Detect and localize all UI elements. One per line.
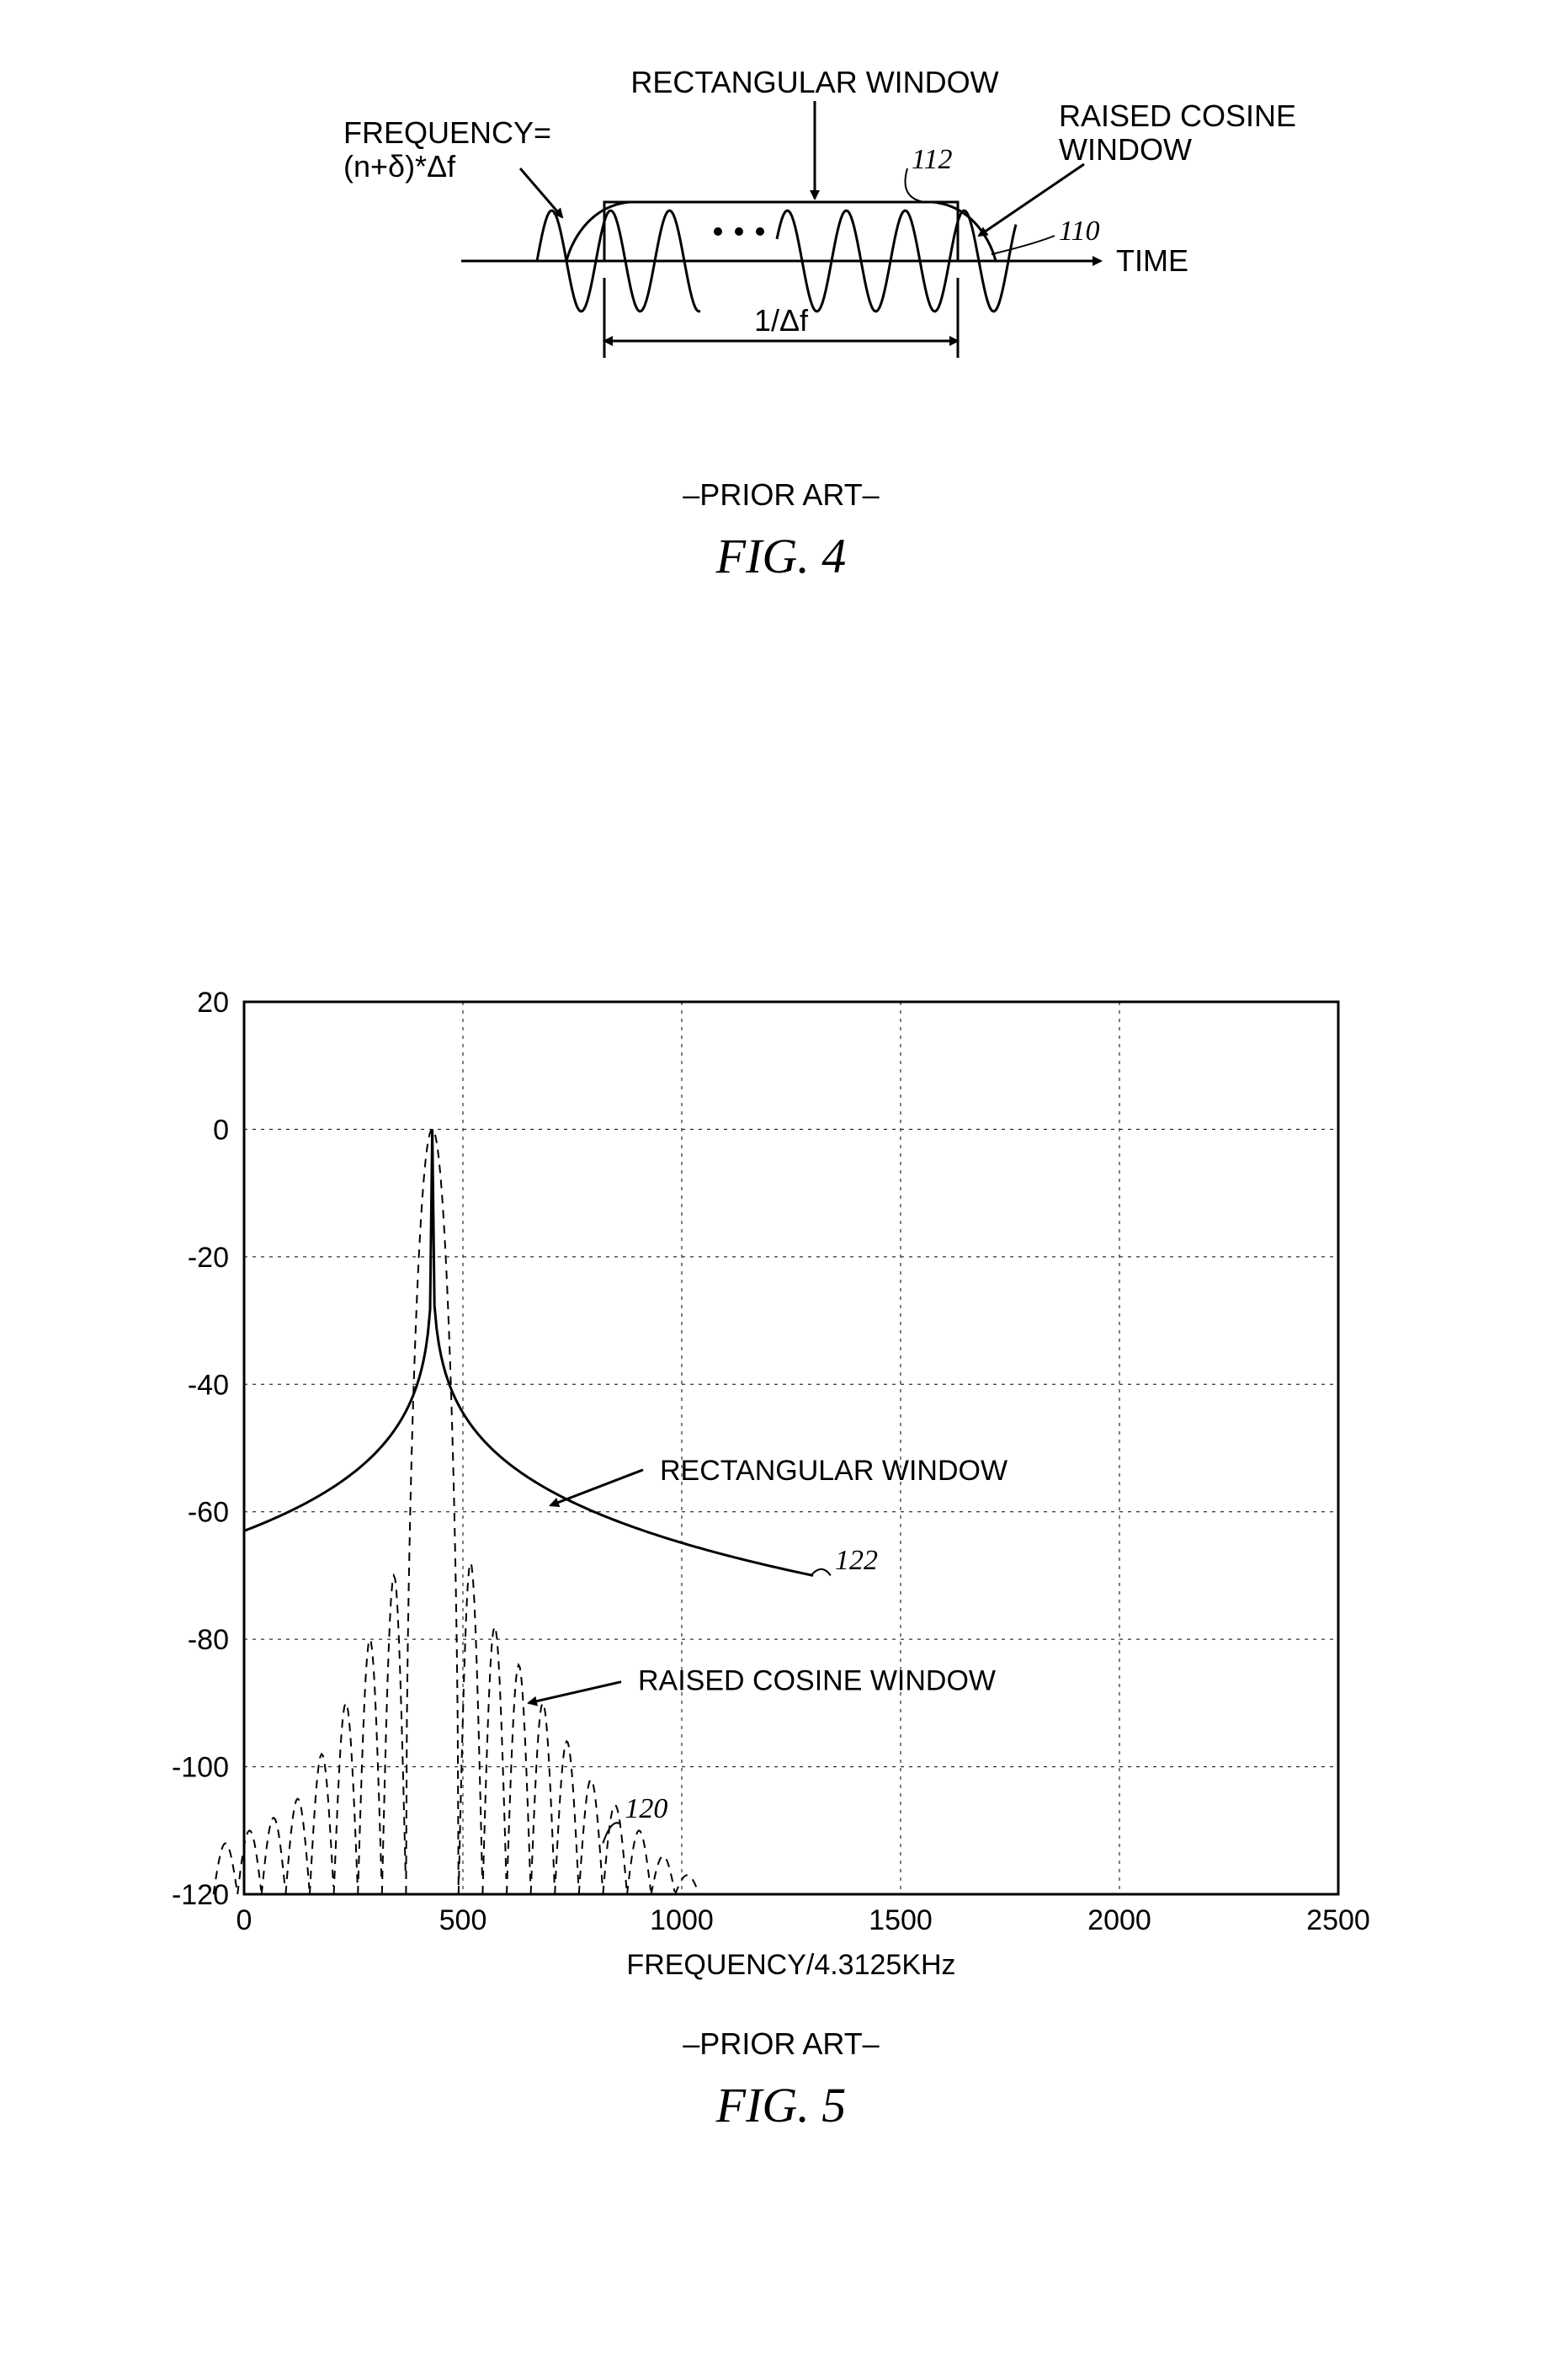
raised-cosine-lobe bbox=[237, 1830, 261, 1894]
raised-cosine-lobe bbox=[651, 1856, 675, 1894]
frequency-label: FREQUENCY= bbox=[343, 115, 551, 150]
raised-cosine-lobe bbox=[334, 1703, 358, 1894]
raised-cosine-label: RAISED COSINE bbox=[1059, 99, 1296, 133]
ellipsis-dot bbox=[714, 227, 722, 236]
raised-cosine-lobe bbox=[382, 1576, 406, 1894]
raised-cosine-lobe bbox=[579, 1780, 603, 1894]
x-tick-label: 500 bbox=[439, 1904, 487, 1936]
ref-122: 122 bbox=[835, 1545, 878, 1576]
x-tick-label: 0 bbox=[237, 1904, 253, 1936]
raised-cosine-lobe bbox=[310, 1754, 333, 1894]
ellipsis-dot bbox=[756, 227, 764, 236]
raised-cosine-lobe bbox=[459, 1563, 482, 1894]
prior-art-5: –PRIOR ART– bbox=[683, 2026, 879, 2061]
y-tick-label: 20 bbox=[197, 987, 229, 1019]
raised-cosine-lobe bbox=[555, 1741, 578, 1894]
raised-cosine-lobe bbox=[262, 1818, 285, 1894]
x-axis-label: FREQUENCY/4.3125KHz bbox=[626, 1949, 955, 1981]
figure-5: 0 500 1000 1500 2000 2500 -120 -100 -80 -60 -40 -20… bbox=[172, 987, 1370, 2132]
rect-window-series bbox=[244, 1129, 813, 1575]
figure-4: TIME RECTANGULAR WINDOW 112 RAISED COSINEWI… bbox=[343, 65, 1296, 583]
raised-cosine-lobe bbox=[675, 1875, 699, 1894]
ref-120: 120 bbox=[625, 1793, 667, 1824]
width-label: 1/Δf bbox=[754, 303, 809, 338]
raised-cosine-label-5: RAISED COSINE WINDOW bbox=[638, 1665, 996, 1697]
rect-window-label-5: RECTANGULAR WINDOW bbox=[660, 1455, 1007, 1487]
raised-cosine-lobe bbox=[482, 1627, 506, 1894]
chart-border bbox=[244, 1002, 1338, 1894]
x-tick-label: 2000 bbox=[1087, 1904, 1151, 1936]
y-tick-label: -100 bbox=[172, 1752, 229, 1784]
ref-110: 110 bbox=[1059, 216, 1099, 247]
raised-cosine-label: WINDOW bbox=[1059, 132, 1192, 167]
x-tick-label: 2500 bbox=[1306, 1904, 1370, 1936]
x-tick-label: 1500 bbox=[869, 1904, 933, 1936]
frequency-label: (n+δ)*Δf bbox=[343, 149, 456, 184]
y-tick-label: -60 bbox=[188, 1497, 229, 1529]
raised-cosine-window-shape bbox=[566, 202, 996, 261]
time-axis-label: TIME bbox=[1116, 243, 1188, 278]
prior-art-4: –PRIOR ART– bbox=[683, 477, 879, 512]
y-tick-label: -120 bbox=[172, 1879, 229, 1911]
caption-4: FIG. 4 bbox=[715, 529, 847, 583]
rect-window-label: RECTANGULAR WINDOW bbox=[630, 65, 998, 99]
y-tick-label: -20 bbox=[188, 1242, 229, 1274]
y-tick-label: -80 bbox=[188, 1624, 229, 1656]
caption-5: FIG. 5 bbox=[715, 2078, 847, 2132]
raised-cosine-lobe bbox=[507, 1665, 530, 1894]
ref-112: 112 bbox=[912, 144, 952, 175]
x-tick-label: 1000 bbox=[650, 1904, 714, 1936]
raised-cosine-lobe bbox=[627, 1830, 651, 1894]
y-tick-label: -40 bbox=[188, 1369, 229, 1401]
raised-cosine-lobe bbox=[531, 1703, 555, 1894]
raised-cosine-lobe bbox=[285, 1798, 309, 1894]
raised-cosine-lobe bbox=[603, 1805, 626, 1894]
y-tick-label: 0 bbox=[213, 1114, 229, 1146]
raised-cosine-lobe bbox=[358, 1639, 381, 1894]
ellipsis-dot bbox=[735, 227, 743, 236]
